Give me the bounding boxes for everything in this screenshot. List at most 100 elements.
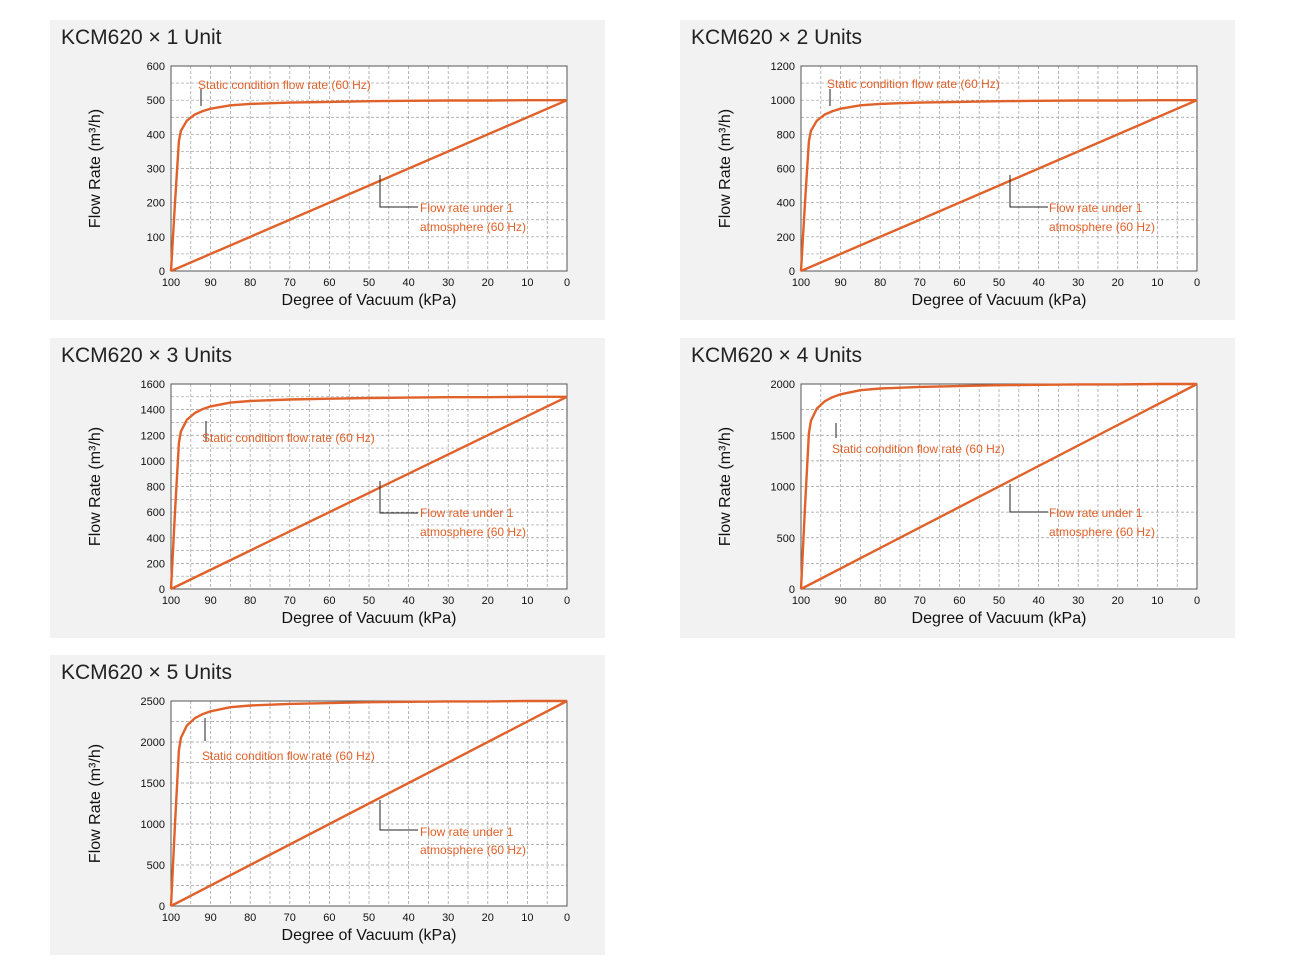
chart-title: KCM620 × 1 Unit	[61, 26, 222, 49]
chart-svg: 100 90 80 70 60 50 40 30 20 10 0010020030040050060…	[87, 61, 570, 309]
series-line-atmosphere	[800, 99, 1198, 273]
plot-border	[800, 65, 1198, 272]
x-tick-label: 70	[914, 277, 926, 289]
y-tick-label: 1600	[141, 379, 165, 391]
y-tick-label: 0	[159, 901, 165, 913]
x-tick-label: 90	[834, 277, 846, 289]
x-tick-label: 70	[284, 595, 296, 607]
y-tick-label: 1200	[141, 430, 165, 442]
x-tick-label: 10	[1151, 595, 1163, 607]
annotation-static-label: Static condition flow rate (60 Hz)	[202, 749, 375, 763]
y-axis-title: Flow Rate (m³/h)	[87, 744, 104, 863]
annotation-atmosphere-label: Flow rate under 1	[1049, 506, 1143, 520]
annotation-static-label: Static condition flow rate (60 Hz)	[832, 442, 1005, 456]
x-tick-label: 40	[402, 595, 414, 607]
x-tick-label: 0	[1194, 595, 1200, 607]
x-tick-label: 30	[1072, 595, 1084, 607]
y-tick-label: 1500	[771, 430, 795, 442]
x-tick-label: 40	[402, 912, 414, 924]
y-tick-label: 300	[147, 164, 165, 176]
x-tick-label: 60	[953, 595, 965, 607]
x-tick-label: 10	[521, 595, 533, 607]
series-line-atmosphere	[800, 382, 1198, 591]
chart-title: KCM620 × 2 Units	[691, 26, 862, 49]
annotation-leader-atmosphere	[379, 175, 418, 208]
x-tick-label: 100	[162, 277, 180, 289]
y-tick-label: 100	[147, 232, 165, 244]
y-tick-label: 2500	[141, 696, 165, 708]
x-tick-label: 40	[1032, 277, 1044, 289]
series-line-atmosphere	[170, 99, 568, 273]
chart-title: KCM620 × 4 Units	[691, 344, 862, 367]
x-axis-title: Degree of Vacuum (kPa)	[912, 292, 1087, 309]
plot-border	[800, 383, 1198, 590]
x-tick-label: 30	[442, 277, 454, 289]
chart-panel-2: KCM620 × 2 Units 100 90 80 70 60 50 40 30 20 10 0 0…	[680, 20, 1235, 320]
y-tick-label: 0	[159, 584, 165, 596]
x-tick-label: 20	[482, 595, 494, 607]
x-tick-label: 50	[363, 912, 375, 924]
chart-svg: 100 90 80 70 60 50 40 30 20 10 0050010001500200025…	[87, 696, 570, 944]
y-tick-label: 500	[147, 95, 165, 107]
y-tick-label: 200	[777, 232, 795, 244]
x-axis-title: Degree of Vacuum (kPa)	[282, 927, 457, 944]
x-tick-label: 20	[1112, 277, 1124, 289]
y-tick-label: 500	[777, 533, 795, 545]
x-tick-label: 50	[993, 595, 1005, 607]
annotation-atmosphere-label-line2: atmosphere (60 Hz)	[420, 525, 526, 539]
chart-panel-1: KCM620 × 1 Unit 100 90 80 70 60 50 40 30 20 10 0 0 1…	[50, 20, 605, 320]
annotation-atmosphere-label-line2: atmosphere (60 Hz)	[420, 843, 526, 857]
chart-panel-3: KCM620 × 3 Units 100 90 80 70 60 50 40 30 20 10 0 0…	[50, 338, 605, 638]
y-axis-title: Flow Rate (m³/h)	[717, 427, 734, 546]
x-tick-label: 40	[402, 277, 414, 289]
x-tick-label: 10	[1151, 277, 1163, 289]
x-tick-label: 30	[1072, 277, 1084, 289]
x-tick-label: 90	[834, 595, 846, 607]
y-tick-label: 600	[147, 507, 165, 519]
y-tick-label: 400	[147, 533, 165, 545]
chart-title: KCM620 × 5 Units	[61, 661, 232, 684]
x-tick-label: 50	[993, 277, 1005, 289]
y-tick-label: 1000	[771, 95, 795, 107]
series-line-atmosphere	[170, 699, 568, 908]
chart-title: KCM620 × 3 Units	[61, 344, 232, 367]
y-axis-title: Flow Rate (m³/h)	[87, 427, 104, 546]
x-tick-label: 60	[323, 912, 335, 924]
annotation-static-label: Static condition flow rate (60 Hz)	[198, 78, 371, 92]
grid	[171, 701, 567, 906]
x-tick-label: 80	[874, 277, 886, 289]
annotation-atmosphere-label-line2: atmosphere (60 Hz)	[420, 220, 526, 234]
annotation-leader-atmosphere	[1009, 484, 1048, 513]
x-tick-label: 50	[363, 277, 375, 289]
plot-border	[170, 383, 568, 590]
annotation-static-label: Static condition flow rate (60 Hz)	[202, 431, 375, 445]
x-tick-label: 20	[482, 277, 494, 289]
x-tick-label: 30	[442, 912, 454, 924]
x-tick-label: 70	[284, 912, 296, 924]
x-tick-label: 70	[284, 277, 296, 289]
annotation-atmosphere-label: Flow rate under 1	[1049, 201, 1143, 215]
x-tick-label: 90	[204, 277, 216, 289]
y-tick-label: 200	[147, 558, 165, 570]
annotation-atmosphere-label-line2: atmosphere (60 Hz)	[1049, 220, 1155, 234]
x-tick-label: 60	[323, 277, 335, 289]
x-tick-label: 50	[363, 595, 375, 607]
y-tick-label: 800	[147, 482, 165, 494]
annotation-leader-atmosphere	[379, 800, 418, 831]
x-tick-label: 20	[482, 912, 494, 924]
annotation-leader-atmosphere	[379, 481, 418, 514]
annotation-static-label: Static condition flow rate (60 Hz)	[827, 77, 1000, 91]
plot-border	[170, 700, 568, 907]
x-tick-label: 0	[1194, 277, 1200, 289]
x-tick-label: 20	[1112, 595, 1124, 607]
annotation-atmosphere-label: Flow rate under 1	[420, 506, 514, 520]
x-tick-label: 100	[162, 912, 180, 924]
x-axis-title: Degree of Vacuum (kPa)	[282, 610, 457, 627]
x-axis-title: Degree of Vacuum (kPa)	[282, 292, 457, 309]
x-tick-label: 80	[244, 912, 256, 924]
x-tick-label: 90	[204, 595, 216, 607]
series-line-static	[169, 98, 567, 272]
annotation-leader-atmosphere	[1009, 175, 1048, 208]
x-tick-label: 0	[564, 595, 570, 607]
x-tick-label: 60	[323, 595, 335, 607]
